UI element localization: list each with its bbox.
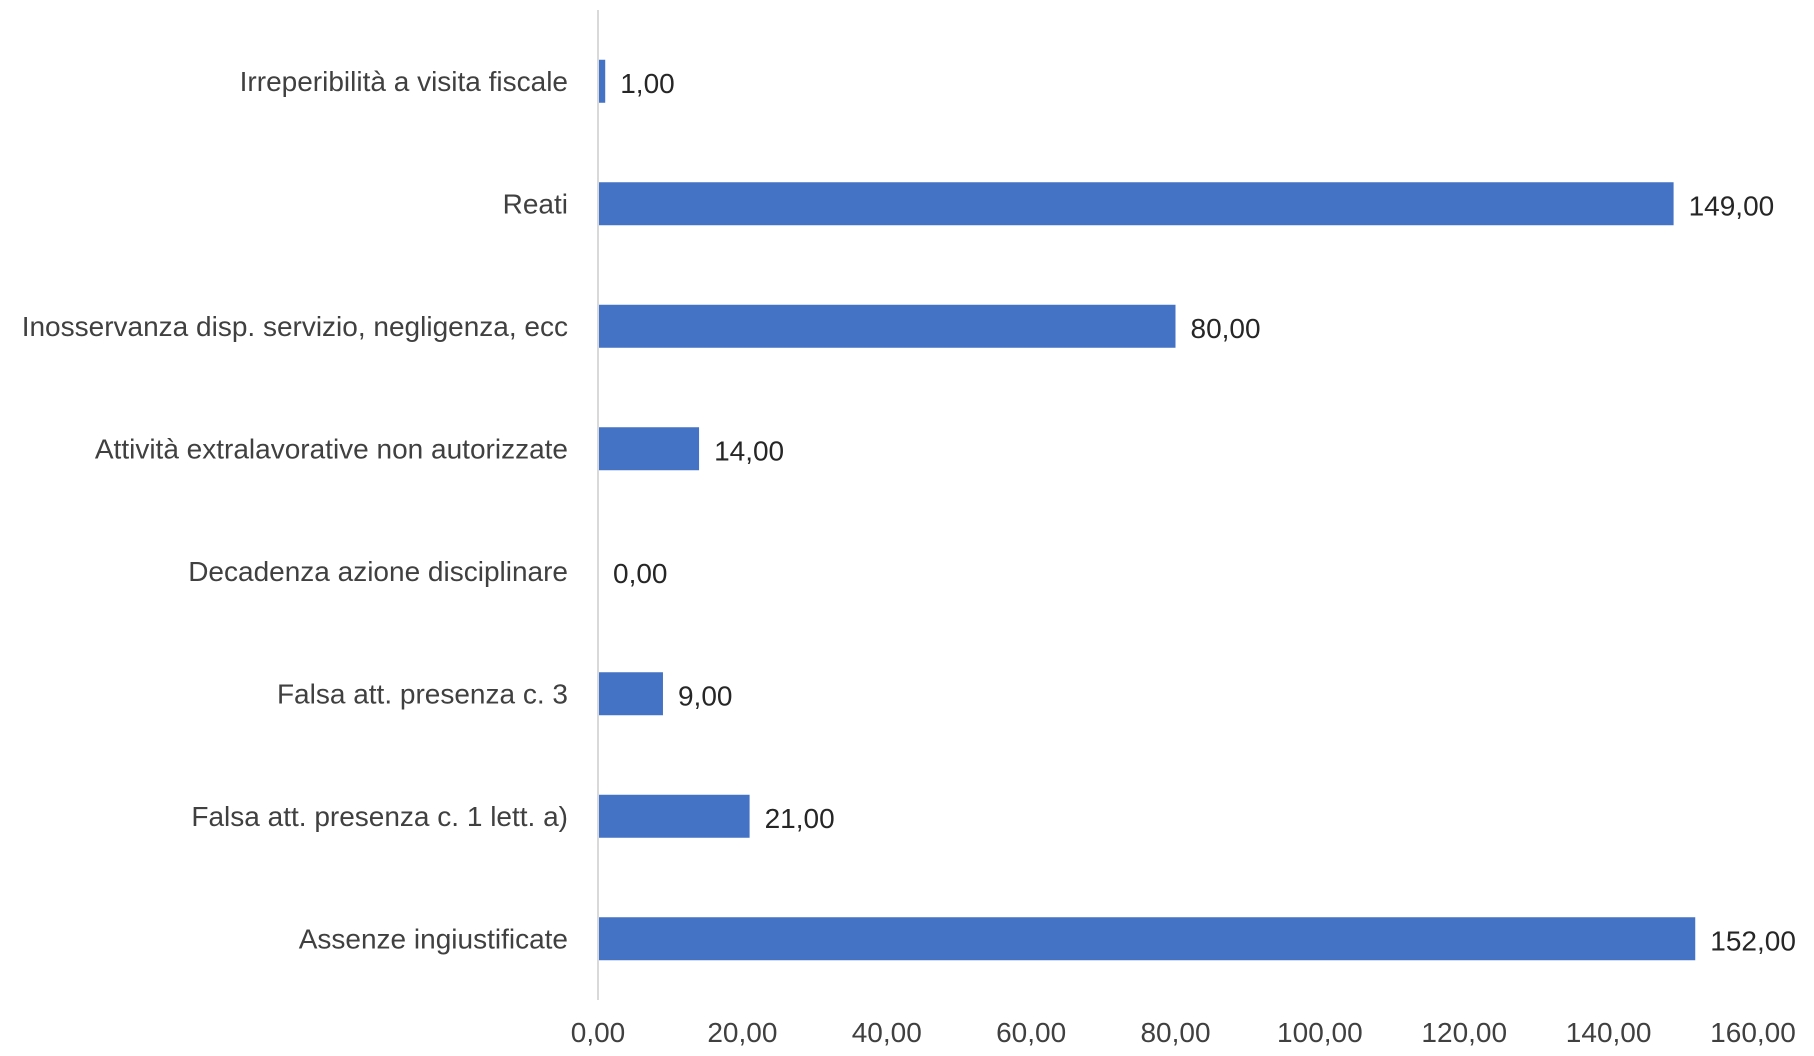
data-label: 21,00	[765, 803, 835, 834]
bar	[598, 427, 700, 471]
bar	[598, 672, 663, 716]
category-label: Falsa att. presenza c. 1 lett. a)	[191, 801, 568, 832]
bar	[598, 794, 750, 838]
bar	[598, 182, 1674, 226]
data-label: 9,00	[678, 680, 733, 711]
data-label: 149,00	[1689, 190, 1775, 221]
data-label: 80,00	[1191, 313, 1261, 344]
x-tick-label: 40,00	[852, 1017, 922, 1048]
category-label: Irreperibilità a visita fiscale	[240, 66, 568, 97]
x-tick-label: 140,00	[1566, 1017, 1652, 1048]
category-labels-group: Irreperibilità a visita fiscale Reati Inos…	[22, 66, 568, 955]
data-label: 14,00	[714, 435, 784, 466]
category-label: Assenze ingiustificate	[299, 923, 568, 954]
bar	[598, 917, 1696, 961]
category-label: Falsa att. presenza c. 3	[277, 678, 568, 709]
x-tick-label: 160,00	[1710, 1017, 1796, 1048]
x-axis-tick-labels-group: 0,00 20,00 40,00 60,00 80,00 100,00 120,00 140,…	[571, 1017, 1796, 1048]
data-label: 0,00	[613, 558, 668, 589]
x-tick-label: 100,00	[1277, 1017, 1363, 1048]
x-tick-label: 80,00	[1140, 1017, 1210, 1048]
category-label: Attività extralavorative non autorizzate	[95, 433, 568, 464]
category-label: Decadenza azione disciplinare	[188, 556, 568, 587]
x-tick-label: 60,00	[996, 1017, 1066, 1048]
category-label: Inosservanza disp. servizio, negligenza,…	[22, 311, 568, 342]
bar	[598, 304, 1176, 348]
x-tick-label: 0,00	[571, 1017, 626, 1048]
bars-group	[598, 59, 1696, 961]
bar	[598, 59, 606, 103]
data-label: 1,00	[620, 68, 675, 99]
x-tick-label: 120,00	[1421, 1017, 1507, 1048]
category-label: Reati	[503, 188, 568, 219]
x-tick-label: 20,00	[707, 1017, 777, 1048]
data-label: 152,00	[1710, 925, 1796, 956]
data-labels-group: 1,00 149,00 80,00 14,00 0,00 9,00 21,00 152,00	[613, 68, 1796, 957]
